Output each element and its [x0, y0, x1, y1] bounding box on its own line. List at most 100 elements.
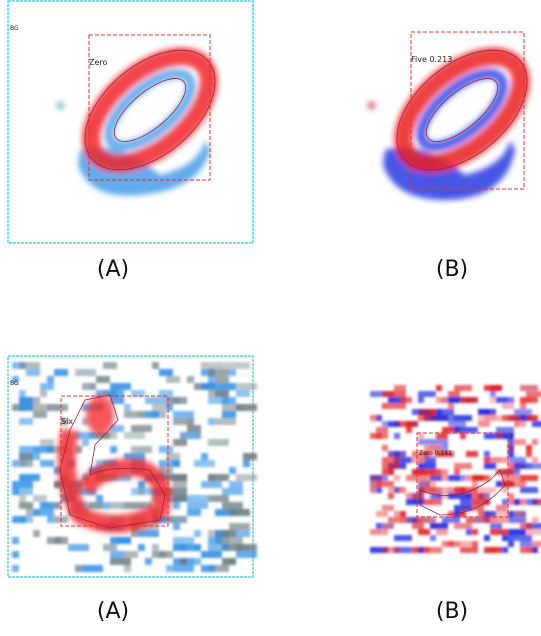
- pixel: [173, 565, 194, 572]
- pixel: [448, 493, 466, 499]
- pixel: [436, 397, 448, 403]
- pixel: [187, 376, 194, 383]
- pixel: [520, 547, 532, 553]
- class-label: Six: [61, 417, 73, 426]
- pixel: [394, 451, 400, 457]
- figure-canvas: BG Zero (A) Five 0.213 (B) BG Six (A): [0, 0, 541, 636]
- pixel: [418, 547, 424, 553]
- pixel: [484, 457, 490, 463]
- pixel: [478, 421, 490, 427]
- pixel: [33, 411, 47, 418]
- pixel: [12, 565, 19, 572]
- pixel: [229, 523, 250, 530]
- pixel: [412, 457, 424, 463]
- pixel: [502, 499, 508, 505]
- pixel: [19, 390, 26, 397]
- pixel: [400, 511, 406, 517]
- pixel: [496, 427, 514, 433]
- pixel: [33, 446, 54, 453]
- pixel: [370, 487, 376, 493]
- pixel: [460, 547, 478, 553]
- pixel: [110, 558, 131, 565]
- pixel: [103, 362, 117, 369]
- pixel: [12, 488, 33, 495]
- pixel: [376, 427, 388, 433]
- pixel: [442, 469, 448, 475]
- frame: [8, 1, 253, 243]
- pixel: [208, 530, 215, 537]
- class-label: Zero: [89, 58, 108, 67]
- pixel: [394, 535, 412, 541]
- pixel: [478, 409, 490, 415]
- pixel: [520, 421, 526, 427]
- pixel: [215, 530, 222, 537]
- pixel: [388, 403, 406, 409]
- pixel: [472, 541, 478, 547]
- pixel: [418, 469, 436, 475]
- pixel: [166, 376, 180, 383]
- pixel: [187, 558, 194, 565]
- background-label: BG: [10, 380, 19, 387]
- pixel: [159, 446, 173, 453]
- pixel: [187, 509, 201, 516]
- pixel: [466, 451, 478, 457]
- pixel: [159, 460, 180, 467]
- caption: (A): [97, 599, 129, 624]
- pixel: [124, 432, 145, 439]
- pixel: [406, 493, 424, 499]
- pixel: [208, 376, 215, 383]
- pixel: [173, 411, 194, 418]
- pixel: [472, 505, 484, 511]
- pixel: [166, 404, 173, 411]
- pixel: [496, 385, 502, 391]
- pixel: [442, 517, 460, 523]
- pixel: [442, 487, 454, 493]
- pixel: [526, 529, 541, 535]
- pixel: [394, 385, 406, 391]
- caption: (B): [436, 599, 468, 624]
- pixel: [532, 547, 538, 553]
- pixel: [194, 460, 215, 467]
- panel-b-bottom: Zero 0.141 (B): [370, 385, 541, 624]
- pixel: [222, 383, 236, 390]
- pixel: [526, 451, 532, 457]
- pixel: [406, 421, 418, 427]
- pixel: [520, 403, 526, 409]
- pixel: [460, 487, 478, 493]
- pixel: [19, 460, 33, 467]
- pixel: [236, 530, 250, 537]
- pixel: [436, 433, 448, 439]
- pixel: [187, 502, 208, 509]
- pixel: [208, 495, 222, 502]
- pixel: [145, 397, 166, 404]
- pixel: [47, 516, 54, 523]
- pixel: [520, 397, 532, 403]
- pixel: [33, 509, 54, 516]
- pixel: [187, 495, 208, 502]
- pixel: [406, 427, 412, 433]
- pixel: [229, 362, 250, 369]
- pixel: [201, 481, 222, 488]
- pixel: [502, 475, 520, 481]
- background-label: BG: [10, 25, 19, 32]
- pixel: [484, 517, 490, 523]
- pixel: [75, 565, 82, 572]
- pixel: [508, 445, 514, 451]
- pixel: [208, 537, 222, 544]
- pixel: [484, 433, 496, 439]
- pixel: [173, 544, 180, 551]
- pixel: [33, 495, 47, 502]
- pixel: [466, 493, 472, 499]
- pixel: [382, 445, 388, 451]
- pixel: [514, 421, 520, 427]
- pixel: [124, 404, 131, 411]
- pixel: [236, 474, 257, 481]
- pixel: [496, 433, 502, 439]
- pixel: [229, 467, 236, 474]
- class-label: Zero 0.141: [419, 450, 452, 457]
- pixel: [138, 481, 145, 488]
- pixel: [215, 509, 222, 516]
- pixel: [138, 530, 159, 537]
- pixel: [454, 523, 472, 529]
- pixel: [442, 475, 448, 481]
